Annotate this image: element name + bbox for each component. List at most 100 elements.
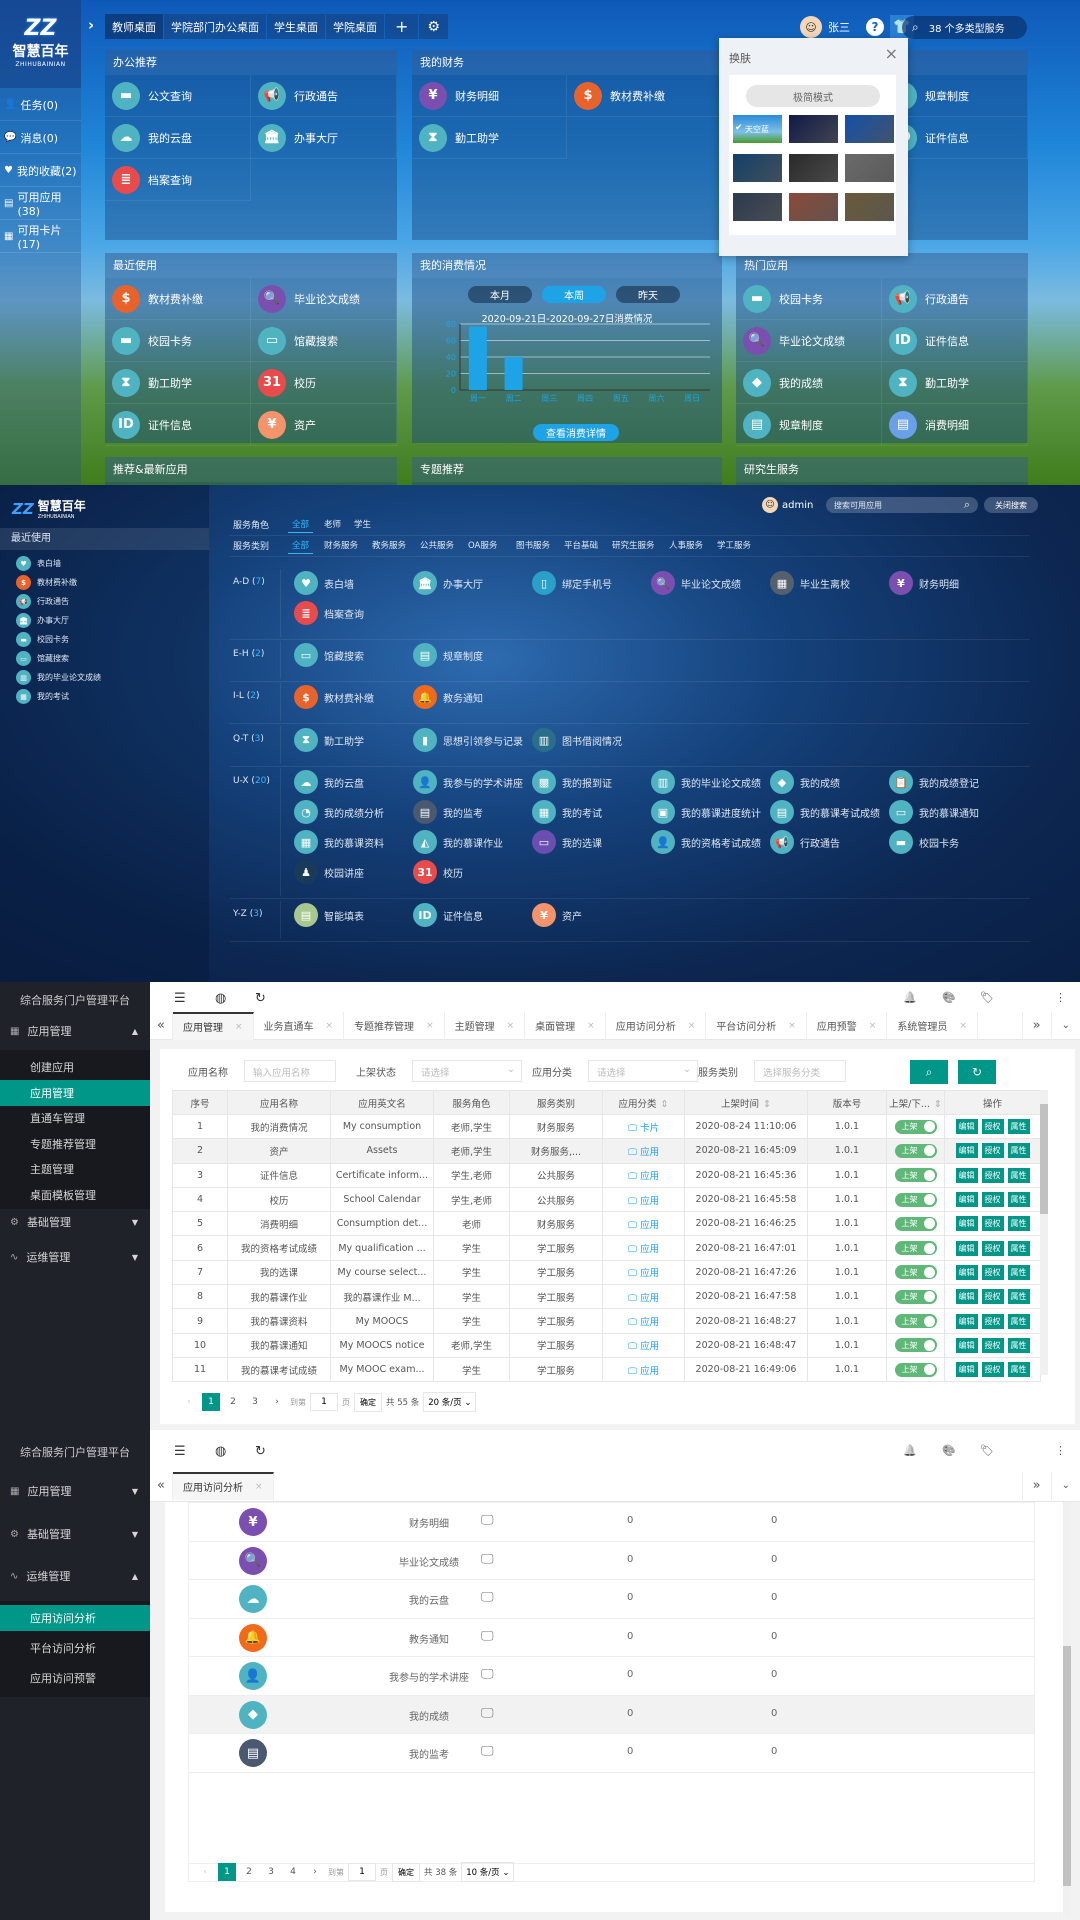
close-tab-icon[interactable]: ×: [234, 1021, 243, 1032]
range-button[interactable]: 昨天: [616, 286, 680, 303]
page-tab[interactable]: 应用预警 ×: [807, 1011, 888, 1040]
status-toggle[interactable]: 上架: [894, 1265, 937, 1280]
app-tile[interactable]: ▭ 馆藏搜索: [251, 320, 397, 362]
recent-app[interactable]: $ 教材费补缴: [16, 575, 77, 590]
table-row[interactable]: ☁ 我的云盘 🖵 0 0: [189, 1580, 1034, 1619]
menu-app-manage[interactable]: ▦ 应用管理 ▲: [0, 1018, 150, 1044]
recent-app[interactable]: ▥ 我的毕业论文成绩: [16, 670, 101, 685]
tabs-scroll-left-icon[interactable]: «: [150, 1011, 173, 1040]
page-tab[interactable]: 业务直通车 ×: [254, 1011, 345, 1040]
tag-icon[interactable]: 🏷: [980, 1444, 994, 1457]
tabs-dropdown-icon[interactable]: ⌄: [1061, 1020, 1070, 1031]
page-tab[interactable]: 应用访问分析 ×: [606, 1011, 707, 1040]
close-tab-icon[interactable]: ×: [959, 1020, 967, 1031]
bell-icon[interactable]: 🔔: [903, 991, 917, 1004]
minimal-mode-button[interactable]: 极简模式: [746, 85, 880, 107]
app-tile[interactable]: $ 教材费补缴: [105, 278, 251, 320]
gear-icon[interactable]: ⚙: [419, 14, 448, 39]
filter-option[interactable]: 全部: [288, 518, 314, 533]
refresh-icon[interactable]: ↻: [255, 1444, 266, 1459]
skin-thumbnail[interactable]: [789, 154, 838, 182]
column-header[interactable]: 上架时间 ⇕: [684, 1090, 808, 1115]
menu-gear[interactable]: ⚙ 基础管理 ▼: [0, 1209, 150, 1235]
catalog-app[interactable]: ▥ 我的毕业论文成绩: [651, 770, 761, 794]
table-row[interactable]: 🔔 教务通知 🖵 0 0: [189, 1618, 1034, 1657]
page-tab[interactable]: 应用访问分析 ×: [172, 1471, 274, 1500]
search-icon[interactable]: ⌕: [963, 498, 970, 511]
app-tile[interactable]: 🔍 毕业论文成绩: [251, 278, 397, 320]
category-link[interactable]: 应用: [640, 1171, 660, 1183]
skin-thumbnail[interactable]: [789, 115, 838, 143]
submenu-item[interactable]: 桌面模板管理: [0, 1182, 150, 1208]
authorize-button[interactable]: 授权: [981, 1143, 1004, 1159]
page-number[interactable]: 1: [218, 1863, 236, 1881]
tabs-scroll-left-icon[interactable]: «: [150, 1471, 173, 1500]
table-row[interactable]: 11 我的慕课考试成绩 My MOOC exam... 学生 学工服务 🖵 应用 2020-0…: [172, 1356, 1041, 1383]
filter-input[interactable]: 请选择 ⌄: [588, 1060, 698, 1082]
sort-icon[interactable]: ⇕: [660, 1098, 669, 1110]
app-tile[interactable]: ▤ 消费明细: [882, 404, 1028, 446]
category-link[interactable]: 应用: [640, 1341, 660, 1353]
authorize-button[interactable]: 授权: [981, 1289, 1004, 1305]
status-toggle[interactable]: 上架: [894, 1338, 937, 1353]
app-tile[interactable]: ▬ 校园卡务: [105, 320, 251, 362]
sidebar-item[interactable]: ▤ 可用应用(38): [0, 188, 81, 220]
app-tile[interactable]: ▬ 公文查询: [105, 75, 251, 117]
category-link[interactable]: 应用: [640, 1146, 660, 1158]
filter-option[interactable]: 平台基础: [564, 541, 599, 551]
filter-option[interactable]: 学生: [354, 520, 372, 530]
submenu-item[interactable]: 应用管理: [0, 1079, 150, 1106]
status-toggle[interactable]: 上架: [894, 1168, 937, 1183]
tabs-dropdown-icon[interactable]: ⌄: [1061, 1480, 1070, 1491]
authorize-button[interactable]: 授权: [981, 1167, 1004, 1183]
service-search[interactable]: ⌕ 38 个多类型服务: [902, 16, 1027, 39]
palette-icon[interactable]: 🎨: [942, 1444, 956, 1457]
status-toggle[interactable]: 上架: [894, 1119, 937, 1134]
confirm-page-button[interactable]: 确定: [354, 1392, 382, 1412]
page-scrollbar[interactable]: [1063, 1502, 1071, 1917]
edit-button[interactable]: 编辑: [955, 1362, 978, 1378]
edit-button[interactable]: 编辑: [955, 1216, 978, 1232]
prev-page-icon[interactable]: ‹: [187, 1397, 191, 1407]
table-row[interactable]: 6 我的资格考试成绩 My qualification ... 学生 学工服务 🖵 应用 20…: [172, 1235, 1041, 1261]
properties-button[interactable]: 属性: [1007, 1264, 1030, 1280]
submenu-item[interactable]: 直通车管理: [0, 1105, 150, 1131]
authorize-button[interactable]: 授权: [981, 1362, 1004, 1378]
properties-button[interactable]: 属性: [1007, 1167, 1030, 1183]
submenu-item[interactable]: 主题管理: [0, 1156, 150, 1182]
catalog-app[interactable]: ▮ 思想引领参与记录: [413, 728, 523, 752]
edit-button[interactable]: 编辑: [955, 1264, 978, 1280]
page-number[interactable]: 1: [202, 1393, 220, 1411]
table-row[interactable]: 10 我的慕课通知 My MOOCS notice 老师,学生 学工服务 🖵 应用 2020-…: [172, 1332, 1041, 1358]
catalog-app[interactable]: 👤 我参与的学术讲座: [413, 770, 523, 794]
page-tab[interactable]: 平台访问分析 ×: [706, 1011, 807, 1040]
filter-option[interactable]: 老师: [324, 520, 342, 530]
catalog-app[interactable]: ¥ 资产: [532, 903, 582, 927]
close-icon[interactable]: ×: [884, 44, 898, 63]
close-tab-icon[interactable]: ×: [687, 1020, 696, 1031]
range-button[interactable]: 本周: [542, 286, 606, 303]
catalog-app[interactable]: ▭ 馆藏搜索: [294, 643, 364, 667]
edit-button[interactable]: 编辑: [955, 1313, 978, 1329]
catalog-app[interactable]: ▦ 我的考试: [532, 800, 602, 824]
edit-button[interactable]: 编辑: [955, 1337, 978, 1353]
authorize-button[interactable]: 授权: [981, 1240, 1004, 1256]
authorize-button[interactable]: 授权: [981, 1192, 1004, 1208]
catalog-app[interactable]: ☁ 我的云盘: [294, 770, 364, 794]
user-name[interactable]: admin: [782, 499, 814, 511]
table-scrollbar[interactable]: [1040, 1090, 1048, 1375]
catalog-app[interactable]: 👤 我的资格考试成绩: [651, 830, 761, 854]
filter-option[interactable]: 公共服务: [420, 541, 455, 551]
next-page-icon[interactable]: ›: [275, 1397, 279, 1407]
table-row[interactable]: ◆ 我的成绩 🖵 0 0: [189, 1695, 1034, 1734]
tabs-scroll-right-icon[interactable]: »: [1021, 1471, 1052, 1500]
search-button[interactable]: ⌕: [910, 1060, 948, 1084]
recent-app[interactable]: ▦ 我的考试: [16, 689, 69, 704]
confirm-page-button[interactable]: 确定: [392, 1862, 420, 1882]
catalog-app[interactable]: ▤ 我的慕课考试成绩: [770, 800, 880, 824]
page-number[interactable]: 2: [230, 1397, 236, 1407]
catalog-app[interactable]: ◆ 我的成绩: [770, 770, 840, 794]
recent-app[interactable]: ♥ 表白墙: [16, 556, 61, 571]
submenu-item[interactable]: 创建应用: [0, 1054, 150, 1080]
app-tile[interactable]: ⧗ 勤工助学: [412, 117, 567, 159]
